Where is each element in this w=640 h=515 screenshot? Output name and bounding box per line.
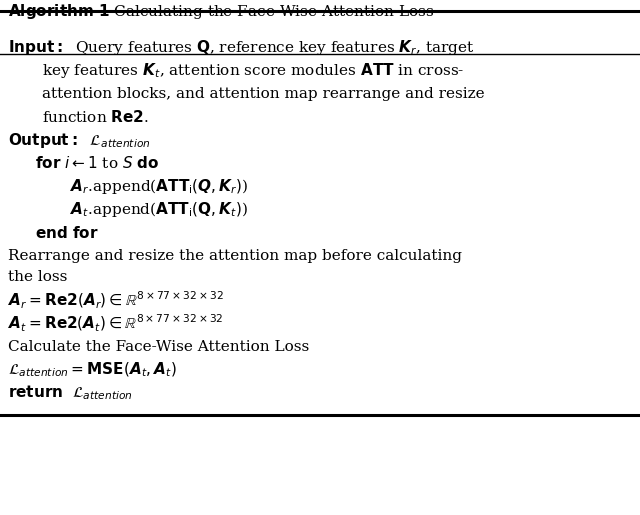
- Text: $\mathbf{Input:}$  Query features $\mathbf{Q}$, reference key features $\boldsym: $\mathbf{Input:}$ Query features $\mathb…: [8, 38, 474, 57]
- Text: $\mathbf{Output:}$  $\mathcal{L}_{attention}$: $\mathbf{Output:}$ $\mathcal{L}_{attenti…: [8, 131, 150, 149]
- Text: $\mathbf{Algorithm\ 1}$ Calculating the Face-Wise Attention Loss: $\mathbf{Algorithm\ 1}$ Calculating the …: [8, 2, 435, 21]
- Text: function $\mathbf{Re2}$.: function $\mathbf{Re2}$.: [42, 109, 148, 125]
- Text: Rearrange and resize the attention map before calculating: Rearrange and resize the attention map b…: [8, 249, 461, 263]
- Text: $\boldsymbol{A}_{r} = \mathbf{Re2}(\boldsymbol{A}_{r}) \in \mathbb{R}^{8\times77: $\boldsymbol{A}_{r} = \mathbf{Re2}(\bold…: [8, 290, 224, 311]
- Text: $\boldsymbol{A}_{r}$.append($\mathbf{ATT}_{\mathrm{i}}$$(\boldsymbol{Q}, \boldsy: $\boldsymbol{A}_{r}$.append($\mathbf{ATT…: [70, 177, 248, 196]
- Text: key features $\boldsymbol{K}_{t}$, attention score modules $\mathbf{ATT}$ in cro: key features $\boldsymbol{K}_{t}$, atten…: [42, 61, 464, 80]
- Text: $\boldsymbol{A}_{t}$.append($\mathbf{ATT}_{\mathrm{i}}$$(\mathbf{Q}, \boldsymbol: $\boldsymbol{A}_{t}$.append($\mathbf{ATT…: [70, 200, 248, 219]
- Text: attention blocks, and attention map rearrange and resize: attention blocks, and attention map rear…: [42, 87, 484, 101]
- Text: $\mathbf{end\ for}$: $\mathbf{end\ for}$: [35, 225, 99, 241]
- Text: $\mathbf{return}$  $\mathcal{L}_{attention}$: $\mathbf{return}$ $\mathcal{L}_{attentio…: [8, 384, 132, 402]
- Text: $\mathbf{for}$ $i \leftarrow 1$ to $S$ $\mathbf{do}$: $\mathbf{for}$ $i \leftarrow 1$ to $S$ $…: [35, 155, 159, 171]
- Text: Calculate the Face-Wise Attention Loss: Calculate the Face-Wise Attention Loss: [8, 339, 309, 354]
- Text: $\mathcal{L}_{attention} = \mathbf{MSE}(\boldsymbol{A}_{t}, \boldsymbol{A}_{t})$: $\mathcal{L}_{attention} = \mathbf{MSE}(…: [8, 360, 177, 379]
- Text: the loss: the loss: [8, 270, 67, 284]
- Text: $\boldsymbol{A}_{t} = \mathbf{Re2}(\boldsymbol{A}_{t}) \in \mathbb{R}^{8\times77: $\boldsymbol{A}_{t} = \mathbf{Re2}(\bold…: [8, 313, 223, 334]
